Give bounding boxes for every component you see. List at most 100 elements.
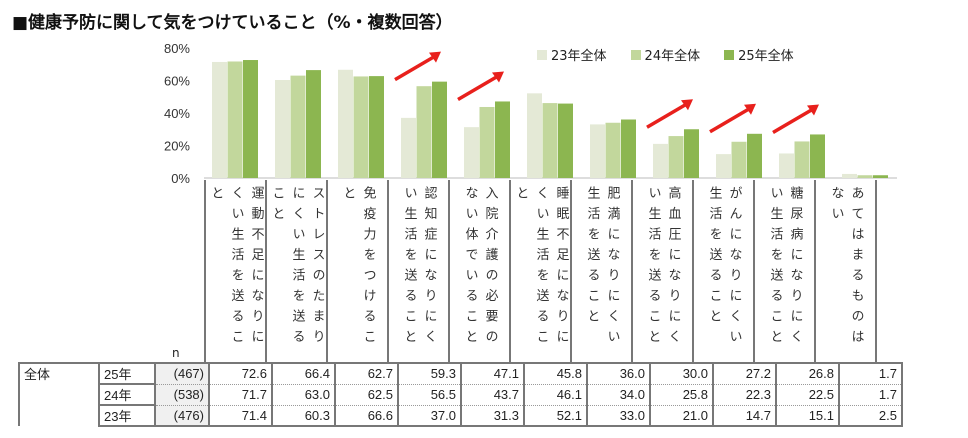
value-cell: 66.6 [334,404,399,427]
trend-arrowhead [681,99,693,111]
bar-24-5 [542,103,558,178]
bar-24-8 [731,141,747,178]
value-cell: 59.3 [397,362,462,384]
chart-title: ■健康予防に関して気をつけていること（%・複数回答） [12,13,453,33]
value-cell: 37.0 [397,404,462,427]
table-row: 23年 (476) 71.4 60.3 66.6 37.0 31.3 52.1 33.0 21.0… [19,404,903,427]
value-cell: 46.1 [523,383,588,405]
value-cell: 71.7 [208,383,273,405]
value-cell: 14.7 [712,404,777,427]
bar-24-10 [857,175,873,178]
value-cell: 1.7 [838,383,903,405]
category-label-cell: 運動不足になりにくい生活を送ること [206,180,267,362]
bar-23-5 [527,93,542,178]
bar-25-5 [558,103,573,178]
bar-24-4 [479,106,495,178]
y-tick-label: 60% [164,74,190,89]
trend-arrow [709,106,752,134]
trend-arrowhead [429,51,441,63]
y-tick-label: 20% [164,139,190,154]
value-cell: 33.0 [586,404,651,427]
trend-arrowhead [492,71,504,83]
group-cell: 全体 [18,362,100,426]
legend-item: 25年全体 [724,45,794,64]
category-label-cell: あてはまるものはない [816,180,877,362]
year-cell: 23年 [98,404,156,427]
value-cell: 43.7 [460,383,525,405]
category-label-cell: 認知症になりにくい生活を送ること [389,180,450,362]
category-label: 免疫力をつけること [340,186,376,350]
legend-item: 24年全体 [630,45,701,64]
category-label: がんになりにくい生活を送ること [706,186,742,350]
legend-swatch [724,49,735,60]
value-cell: 56.5 [397,383,462,405]
bar-25-0 [243,60,258,178]
bar-25-10 [873,175,888,178]
bar-25-9 [810,134,825,178]
bar-24-9 [794,141,810,178]
n-cell: (476) [154,404,210,427]
value-cell: 62.5 [334,383,399,405]
value-cell: 2.5 [838,404,903,427]
value-cell: 60.3 [271,404,336,427]
bar-25-2 [369,76,384,178]
category-label-cell: 糖尿病になりにくい生活を送ること [755,180,816,362]
category-label-cell: がんになりにくい生活を送ること [694,180,755,362]
bar-24-3 [416,86,432,178]
bar-24-6 [605,122,621,178]
legend-label: 24年全体 [644,49,701,64]
legend-item: 23年全体 [537,45,607,64]
legend-label: 23年全体 [551,49,607,64]
bar-25-1 [306,70,321,178]
category-label-cell: 免疫力をつけること [328,180,389,362]
bar-24-7 [668,136,684,178]
bar-23-0 [212,61,227,178]
category-label: 睡眠不足になりにくい生活を送ること [513,186,569,350]
value-cell: 36.0 [586,362,651,384]
year-cell: 25年 [98,362,156,384]
value-cell: 21.0 [649,404,714,427]
category-labels: 運動不足になりにくい生活を送ること ストレスのたまりにくい生活を送ること 免疫力をつ… [204,180,877,362]
trend-arrow [646,101,689,129]
trend-arrow [457,73,500,101]
bar-23-1 [275,80,290,178]
category-label-cell: 高血圧になりにくい生活を送ること [633,180,694,362]
value-cell: 34.0 [586,383,651,405]
trend-arrowhead [744,103,756,115]
value-cell: 25.8 [649,383,714,405]
category-label-cell: 睡眠不足になりにくい生活を送ること [511,180,572,362]
value-cell: 1.7 [838,362,903,384]
value-cell: 52.1 [523,404,588,427]
bar-23-8 [716,154,731,178]
value-cell: 63.0 [271,383,336,405]
n-header: n [172,346,180,360]
bar-25-7 [684,129,699,178]
category-label: 認知症になりにくい生活を送ること [401,186,437,350]
table-row: 全体 25年 (467) 72.6 66.4 62.7 59.3 47.1 45.8 36.0 30… [18,362,903,426]
legend-swatch [537,49,547,60]
y-tick-label: 80% [164,41,190,56]
value-cell: 27.2 [712,362,777,384]
category-label: 糖尿病になりにくい生活を送ること [767,186,803,350]
bar-23-10 [842,173,857,178]
category-label: 運動不足になりにくい生活を送ること [208,186,264,350]
trend-arrowhead [807,104,819,116]
bar-24-2 [353,76,369,178]
bar-25-3 [432,81,447,178]
value-cell: 31.3 [460,404,525,427]
value-cell: 47.1 [460,362,525,384]
value-cell: 66.4 [271,362,336,384]
value-cell: 71.4 [208,404,273,427]
legend-label: 25年全体 [738,49,794,64]
category-label: あてはまるものはない [828,186,864,350]
value-cell: 72.6 [208,362,273,384]
bar-23-6 [590,124,605,178]
bar-23-3 [401,117,416,178]
bar-24-1 [290,75,306,178]
bar-23-4 [464,127,479,178]
year-cell: 24年 [98,383,156,405]
category-label: 高血圧になりにくい生活を送ること [645,186,681,350]
value-cell: 22.3 [712,383,777,405]
n-cell: (538) [154,383,210,405]
